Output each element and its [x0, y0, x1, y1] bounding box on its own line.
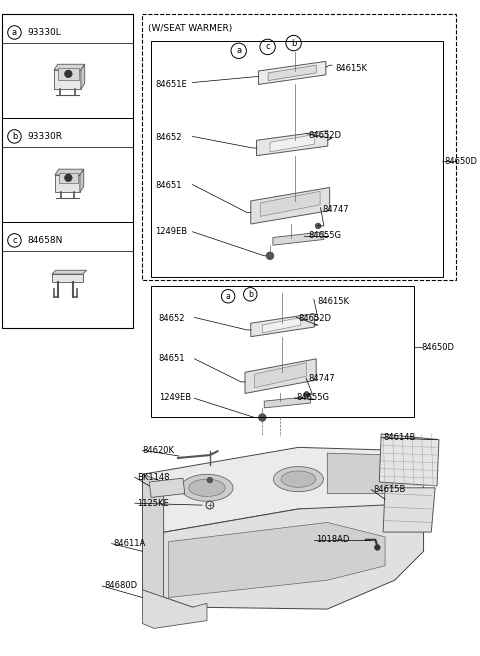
Polygon shape: [149, 478, 185, 497]
Circle shape: [64, 174, 72, 182]
Polygon shape: [254, 363, 307, 388]
Polygon shape: [55, 175, 80, 192]
Text: 84658N: 84658N: [27, 236, 62, 245]
Polygon shape: [52, 274, 83, 282]
Circle shape: [315, 223, 321, 229]
Ellipse shape: [281, 471, 316, 487]
Circle shape: [258, 414, 266, 421]
Text: 1018AD: 1018AD: [316, 535, 349, 544]
Bar: [2, 222, 133, 328]
Text: (W/SEAT WARMER): (W/SEAT WARMER): [148, 24, 232, 33]
Polygon shape: [245, 359, 316, 394]
Polygon shape: [59, 173, 78, 182]
Text: b: b: [248, 290, 253, 299]
Text: 84615B: 84615B: [373, 485, 406, 494]
Polygon shape: [143, 590, 207, 628]
Text: 84652: 84652: [159, 314, 185, 323]
Text: 1249EB: 1249EB: [155, 227, 187, 236]
Text: 84652D: 84652D: [308, 131, 341, 140]
Text: 84615K: 84615K: [335, 64, 367, 73]
Circle shape: [207, 477, 213, 483]
Bar: [2, 118, 133, 222]
Bar: [151, 285, 414, 417]
Text: 84615K: 84615K: [318, 297, 349, 306]
Circle shape: [266, 252, 274, 260]
Text: 84747: 84747: [308, 373, 335, 382]
Polygon shape: [54, 64, 84, 70]
Polygon shape: [379, 434, 439, 486]
Bar: [151, 41, 443, 277]
Text: c: c: [265, 43, 270, 51]
Polygon shape: [383, 488, 435, 532]
Bar: [2, 14, 133, 118]
Polygon shape: [251, 314, 314, 337]
Text: 84655G: 84655G: [308, 231, 341, 240]
Bar: [2, 14, 133, 328]
Text: 84651E: 84651E: [155, 80, 187, 89]
Text: 84747: 84747: [323, 205, 349, 214]
Polygon shape: [262, 318, 301, 333]
Text: 84611A: 84611A: [114, 539, 146, 548]
Polygon shape: [273, 232, 324, 245]
Text: 93330R: 93330R: [27, 132, 62, 141]
Polygon shape: [81, 64, 84, 89]
Text: 84614B: 84614B: [383, 433, 416, 442]
Text: 84650D: 84650D: [445, 157, 478, 166]
Text: b: b: [291, 39, 296, 48]
Text: 84652D: 84652D: [299, 314, 331, 323]
Ellipse shape: [274, 466, 324, 491]
Polygon shape: [54, 70, 81, 89]
Circle shape: [304, 392, 310, 398]
Text: BK1148: BK1148: [137, 473, 169, 482]
Polygon shape: [260, 192, 320, 216]
Text: b: b: [12, 132, 17, 141]
Text: a: a: [226, 292, 230, 300]
Polygon shape: [143, 503, 423, 609]
Polygon shape: [327, 453, 393, 493]
Text: 1125KE: 1125KE: [137, 499, 168, 508]
Polygon shape: [143, 474, 164, 598]
Text: 93330L: 93330L: [27, 28, 60, 37]
Circle shape: [374, 544, 380, 550]
Polygon shape: [270, 134, 314, 152]
Polygon shape: [55, 169, 84, 175]
Text: 84650D: 84650D: [421, 342, 455, 352]
Text: c: c: [12, 236, 17, 245]
Text: 84651: 84651: [155, 181, 181, 190]
Polygon shape: [80, 169, 84, 192]
Ellipse shape: [181, 474, 233, 501]
Polygon shape: [264, 396, 311, 408]
Text: a: a: [12, 28, 17, 37]
Circle shape: [64, 70, 72, 77]
Ellipse shape: [189, 479, 225, 497]
Polygon shape: [58, 68, 79, 79]
Text: 84655G: 84655G: [297, 393, 329, 402]
Polygon shape: [251, 188, 330, 224]
Text: 1249EB: 1249EB: [159, 393, 191, 402]
Polygon shape: [168, 522, 385, 598]
Text: a: a: [236, 47, 241, 55]
Polygon shape: [268, 65, 316, 81]
Polygon shape: [52, 270, 86, 274]
Text: 84680D: 84680D: [104, 581, 137, 590]
Bar: [143, 14, 456, 280]
Polygon shape: [143, 447, 423, 536]
Text: 84652: 84652: [155, 133, 181, 142]
Text: 84651: 84651: [159, 354, 185, 363]
Text: 84620K: 84620K: [143, 446, 174, 455]
Polygon shape: [258, 62, 326, 85]
Polygon shape: [256, 131, 328, 155]
